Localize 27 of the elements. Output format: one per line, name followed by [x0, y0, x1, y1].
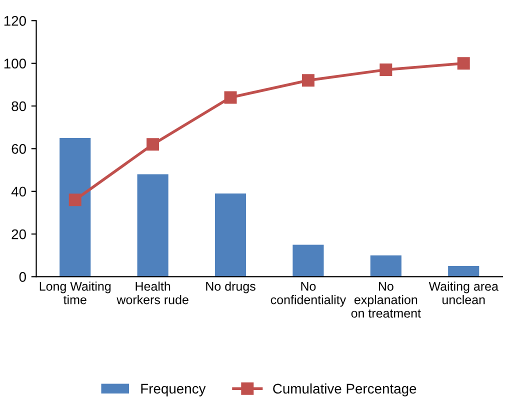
- point: [380, 63, 392, 76]
- y-tick-label: 120: [4, 16, 26, 26]
- y-tick-label: 60: [12, 144, 26, 154]
- x-tick-label: Waiting area unclean: [428, 282, 498, 304]
- bar: [292, 244, 324, 277]
- y-tick-label: 0: [19, 272, 26, 282]
- x-tick-label: No confidentiality: [270, 282, 346, 307]
- y-tick-label: 100: [4, 58, 26, 68]
- point: [224, 91, 237, 104]
- point: [457, 57, 470, 70]
- bar: [214, 193, 246, 277]
- point: [302, 74, 314, 87]
- point: [146, 138, 160, 151]
- x-tick-label: Long Waiting time: [40, 282, 111, 304]
- y-tick-label: 40: [11, 186, 26, 197]
- bar: [370, 255, 402, 277]
- y-tick-label: 80: [12, 101, 26, 112]
- point: [68, 194, 82, 206]
- bar: [448, 266, 480, 277]
- x-tick-label: No explanation on treatment: [351, 282, 421, 318]
- bar: [60, 138, 91, 277]
- legend-label: Cumulative Percentage: [273, 383, 416, 396]
- legend-label: Frequency: [141, 384, 206, 396]
- x-tick-label: No drugs: [206, 282, 256, 294]
- x-tick-label: Health workers rude: [116, 282, 188, 304]
- bar: [137, 174, 168, 277]
- y-tick-label: 20: [12, 229, 26, 240]
